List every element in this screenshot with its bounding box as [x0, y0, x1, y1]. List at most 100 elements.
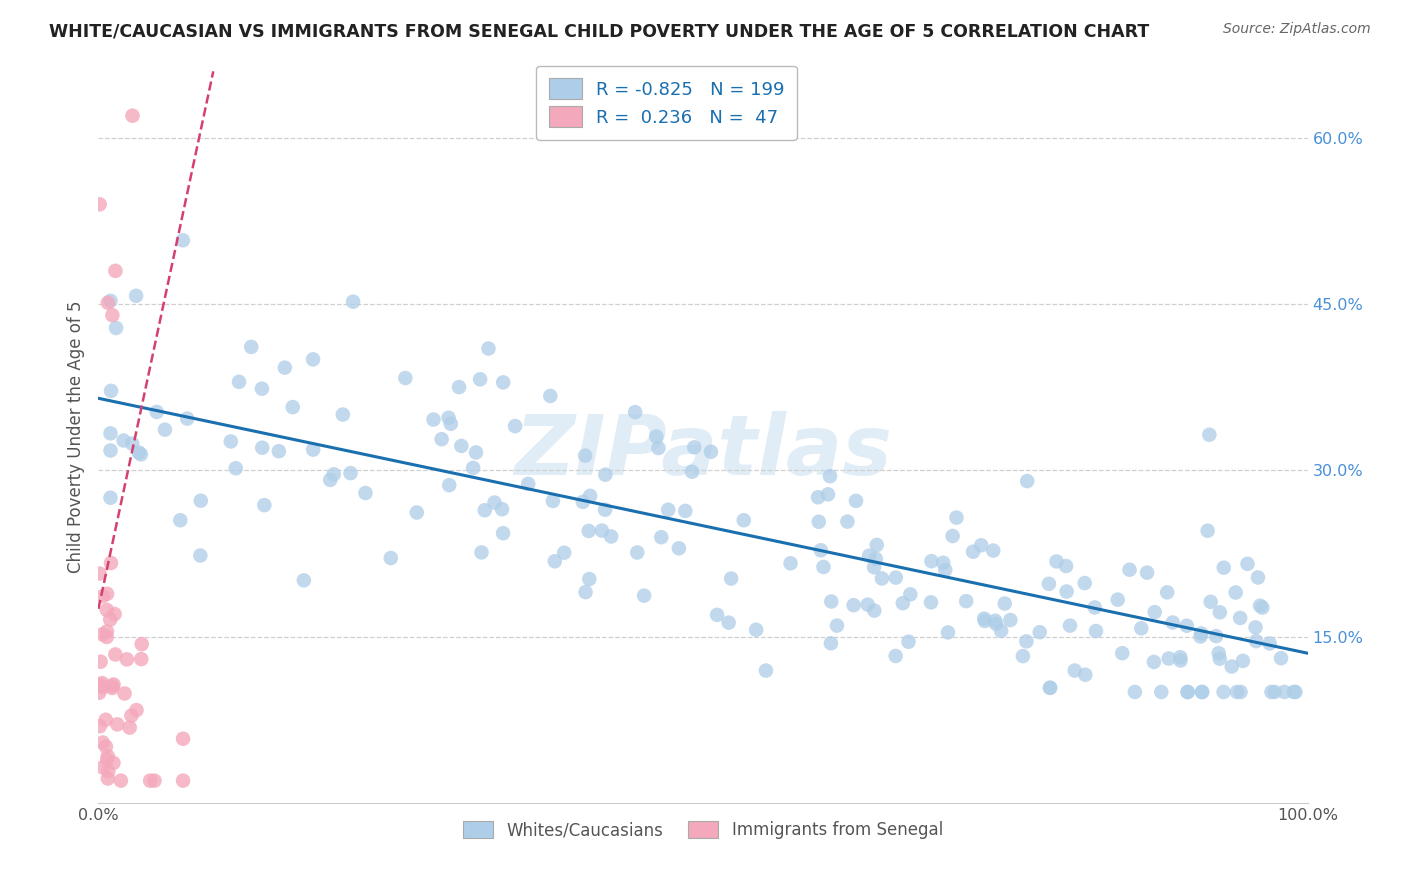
Point — [129, 447, 152, 461]
Point — [898, 587, 921, 601]
Point — [1225, 585, 1247, 599]
Point — [1249, 599, 1271, 613]
Point — [942, 529, 965, 543]
Point — [1197, 524, 1219, 538]
Point — [477, 342, 499, 356]
Point — [1143, 655, 1166, 669]
Point — [188, 549, 211, 563]
Point — [176, 411, 198, 425]
Point — [1084, 600, 1107, 615]
Point — [1168, 650, 1191, 665]
Point — [250, 382, 273, 396]
Point — [503, 419, 526, 434]
Point — [484, 495, 506, 509]
Point — [891, 596, 914, 610]
Point — [842, 598, 865, 612]
Point — [1189, 626, 1212, 640]
Point — [633, 589, 655, 603]
Point — [1107, 592, 1129, 607]
Point — [1143, 605, 1166, 619]
Point — [1177, 685, 1199, 699]
Point — [863, 604, 886, 618]
Point — [1045, 554, 1067, 568]
Point — [866, 538, 889, 552]
Point — [973, 614, 995, 628]
Point — [190, 493, 212, 508]
Point — [91, 589, 114, 603]
Point — [647, 441, 669, 455]
Point — [114, 686, 136, 700]
Legend: Whites/Caucasians, Immigrants from Senegal: Whites/Caucasians, Immigrants from Seneg… — [453, 811, 953, 849]
Point — [89, 566, 111, 581]
Point — [1282, 685, 1305, 699]
Point — [1212, 685, 1234, 699]
Text: Source: ZipAtlas.com: Source: ZipAtlas.com — [1223, 22, 1371, 37]
Point — [810, 543, 832, 558]
Point — [1136, 566, 1159, 580]
Point — [225, 461, 247, 475]
Point — [1085, 624, 1108, 638]
Point — [1205, 629, 1227, 643]
Point — [544, 554, 567, 568]
Point — [593, 502, 616, 516]
Y-axis label: Child Poverty Under the Age of 5: Child Poverty Under the Age of 5 — [66, 301, 84, 574]
Point — [474, 503, 496, 517]
Point — [591, 524, 613, 538]
Point — [101, 681, 124, 695]
Point — [139, 773, 162, 788]
Point — [101, 308, 124, 322]
Point — [884, 648, 907, 663]
Point — [578, 572, 600, 586]
Point — [91, 735, 114, 749]
Point — [169, 513, 191, 527]
Point — [645, 429, 668, 443]
Point — [492, 526, 515, 541]
Point — [120, 708, 142, 723]
Point — [595, 467, 617, 482]
Point — [94, 739, 117, 754]
Point — [274, 360, 297, 375]
Point — [450, 439, 472, 453]
Point — [302, 352, 325, 367]
Point — [858, 549, 880, 563]
Point — [110, 773, 132, 788]
Point — [1012, 649, 1035, 664]
Point — [813, 560, 835, 574]
Point — [1074, 667, 1097, 681]
Point — [131, 637, 153, 651]
Point — [90, 678, 112, 692]
Point — [492, 376, 515, 390]
Point — [253, 498, 276, 512]
Point — [1150, 685, 1173, 699]
Point — [955, 594, 977, 608]
Point — [125, 703, 148, 717]
Point — [897, 634, 920, 648]
Point — [1244, 620, 1267, 634]
Point — [447, 380, 470, 394]
Point — [970, 538, 993, 552]
Point — [572, 495, 595, 509]
Point — [856, 598, 879, 612]
Point — [1209, 651, 1232, 665]
Point — [437, 410, 460, 425]
Point — [624, 405, 647, 419]
Point — [101, 679, 124, 693]
Point — [962, 545, 984, 559]
Point — [745, 623, 768, 637]
Point — [936, 625, 959, 640]
Point — [1247, 570, 1270, 584]
Point — [97, 772, 120, 786]
Point — [1038, 576, 1060, 591]
Point — [1000, 613, 1022, 627]
Point — [1198, 427, 1220, 442]
Point — [1111, 646, 1133, 660]
Point — [1156, 585, 1178, 599]
Point — [600, 529, 623, 543]
Point — [1015, 634, 1038, 648]
Point — [553, 546, 575, 560]
Point — [96, 630, 118, 644]
Point — [1199, 595, 1222, 609]
Point — [990, 624, 1012, 638]
Point — [96, 753, 118, 767]
Point — [973, 612, 995, 626]
